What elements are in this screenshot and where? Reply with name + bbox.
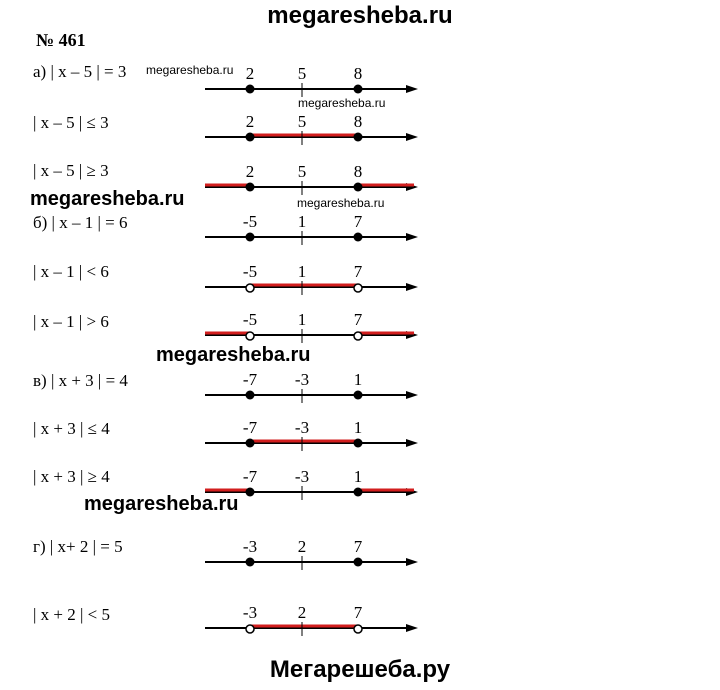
endpoint-dot-filled — [245, 487, 255, 497]
endpoint-dot-filled — [245, 557, 255, 567]
axis-arrow-icon — [406, 85, 418, 93]
axis-arrow-icon — [406, 558, 418, 566]
tick-label: 8 — [354, 112, 363, 131]
endpoint-dot-filled — [353, 132, 363, 142]
tick-label: -3 — [243, 603, 257, 622]
tick-label: -3 — [243, 537, 257, 556]
watermark-inline-1: megaresheba.ru — [146, 63, 234, 77]
tick-label: -7 — [243, 467, 258, 486]
watermark-inline-3: megaresheba.ru — [30, 188, 185, 210]
problem-expr-a1: а) | x – 5 | = 3 — [33, 62, 127, 81]
endpoint-dot-filled — [245, 232, 255, 242]
watermark-inline-2: megaresheba.ru — [298, 96, 386, 110]
tick-label: 1 — [298, 262, 307, 281]
tick-label: 7 — [354, 310, 363, 329]
endpoint-dot-filled — [353, 390, 363, 400]
axis-arrow-icon — [406, 233, 418, 241]
endpoint-dot-filled — [353, 487, 363, 497]
problem-expr-b2: | x – 1 | < 6 — [33, 262, 109, 281]
problem-expr-g1: г) | x+ 2 | = 5 — [33, 537, 123, 556]
watermark-inline-4: megaresheba.ru — [297, 196, 385, 210]
axis-arrow-icon — [406, 391, 418, 399]
endpoint-dot-open — [245, 283, 255, 293]
tick-label: 8 — [354, 64, 363, 83]
tick-label: 7 — [354, 603, 363, 622]
tick-label: 5 — [298, 162, 307, 181]
endpoint-dot-open — [353, 331, 363, 341]
tick-label: 7 — [354, 212, 363, 231]
tick-label: 7 — [354, 537, 363, 556]
endpoint-dot-filled — [245, 438, 255, 448]
tick-label: 5 — [298, 112, 307, 131]
tick-label: 1 — [354, 370, 363, 389]
endpoint-dot-open — [245, 331, 255, 341]
tick-label: 7 — [354, 262, 363, 281]
tick-label: -7 — [243, 418, 258, 437]
endpoint-dot-open — [353, 283, 363, 293]
problem-expr-g2: | x + 2 | < 5 — [33, 605, 110, 624]
problem-expr-v2: | x + 3 | ≤ 4 — [33, 419, 110, 438]
tick-label: -5 — [243, 262, 257, 281]
endpoint-dot-filled — [353, 557, 363, 567]
axis-arrow-icon — [406, 283, 418, 291]
tick-label: 8 — [354, 162, 363, 181]
tick-label: -3 — [295, 418, 309, 437]
tick-label: -3 — [295, 467, 309, 486]
tick-label: 2 — [246, 162, 255, 181]
endpoint-dot-filled — [245, 182, 255, 192]
problem-expr-v3: | x + 3 | ≥ 4 — [33, 467, 110, 486]
endpoint-dot-filled — [353, 182, 363, 192]
tick-label: 2 — [298, 603, 307, 622]
endpoint-dot-open — [245, 624, 255, 634]
problem-expr-v1: в) | x + 3 | = 4 — [33, 371, 128, 390]
endpoint-dot-filled — [245, 390, 255, 400]
endpoint-dot-open — [353, 624, 363, 634]
tick-label: -3 — [295, 370, 309, 389]
tick-label: 2 — [246, 112, 255, 131]
problem-expr-b1: б) | x – 1 | = 6 — [33, 213, 128, 232]
endpoint-dot-filled — [353, 84, 363, 94]
problem-expr-b3: | x – 1 | > 6 — [33, 312, 109, 331]
tick-label: 2 — [246, 64, 255, 83]
axis-arrow-icon — [406, 133, 418, 141]
tick-label: -7 — [243, 370, 258, 389]
tick-label: 1 — [354, 467, 363, 486]
endpoint-dot-filled — [353, 232, 363, 242]
endpoint-dot-filled — [245, 132, 255, 142]
tick-label: 1 — [298, 212, 307, 231]
watermark-top: megaresheba.ru — [267, 2, 453, 29]
tick-label: 1 — [298, 310, 307, 329]
problem-expr-a3: | x – 5 | ≥ 3 — [33, 161, 109, 180]
tick-label: -5 — [243, 212, 257, 231]
task-number: № 461 — [36, 30, 86, 50]
tick-label: 2 — [298, 537, 307, 556]
tick-label: -5 — [243, 310, 257, 329]
endpoint-dot-filled — [245, 84, 255, 94]
axis-arrow-icon — [406, 439, 418, 447]
problem-expr-a2: | x – 5 | ≤ 3 — [33, 113, 109, 132]
watermark-bottom: Мегарешеба.ру — [269, 656, 451, 683]
watermark-inline-6: megaresheba.ru — [84, 493, 239, 515]
endpoint-dot-filled — [353, 438, 363, 448]
axis-arrow-icon — [406, 624, 418, 632]
tick-label: 1 — [354, 418, 363, 437]
tick-label: 5 — [298, 64, 307, 83]
watermark-inline-5: megaresheba.ru — [156, 344, 311, 366]
